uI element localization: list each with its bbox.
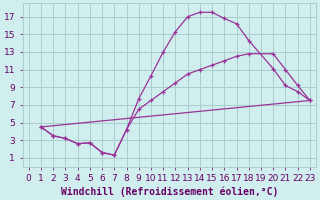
X-axis label: Windchill (Refroidissement éolien,°C): Windchill (Refroidissement éolien,°C): [60, 186, 278, 197]
